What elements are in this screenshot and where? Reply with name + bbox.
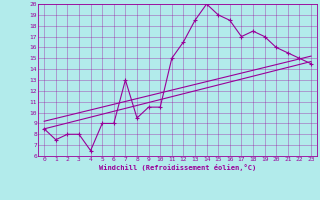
X-axis label: Windchill (Refroidissement éolien,°C): Windchill (Refroidissement éolien,°C) xyxy=(99,164,256,171)
